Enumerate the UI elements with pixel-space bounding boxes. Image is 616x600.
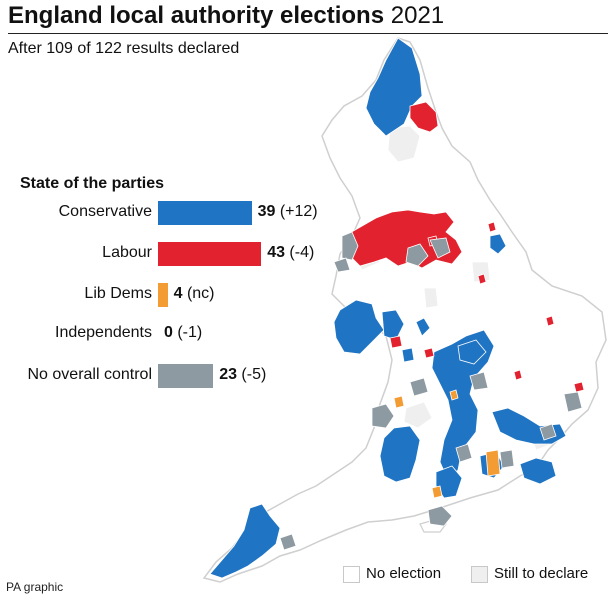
labour-areas [345, 101, 585, 393]
legend-title: State of the parties [20, 175, 165, 192]
bar-change: (-5) [236, 366, 267, 383]
bar-label: Conservative [58, 203, 152, 220]
lib-dems-areas [393, 389, 501, 499]
credit: PA graphic [6, 580, 64, 594]
title-year: 2021 [390, 2, 445, 29]
title-divider [8, 33, 608, 34]
title-main: England local authority elections [8, 2, 385, 29]
bar-value: 23 [219, 366, 237, 383]
bar [158, 283, 168, 307]
bar-value-label: 23 (-5) [219, 366, 266, 384]
bar-value: 39 [257, 203, 276, 220]
bar [158, 242, 262, 266]
bar [158, 201, 252, 225]
still-to-declare-label: Still to declare [494, 565, 589, 582]
bar [158, 364, 214, 388]
bar-change: (nc) [182, 285, 215, 302]
bar-value-label: 0 (-1) [164, 324, 202, 342]
no-overall-control-areas [279, 231, 583, 551]
bar-label: No overall control [27, 366, 153, 383]
conservative-areas [209, 37, 567, 579]
bar-label: Independents [55, 324, 152, 341]
subtitle: After 109 of 122 results declared [8, 40, 240, 57]
bar-value-label: 4 (nc) [174, 285, 215, 303]
bar-value: 4 [173, 285, 183, 302]
bar-change: (-4) [284, 244, 315, 261]
still-to-declare-swatch [471, 566, 488, 583]
bar-change: (-1) [172, 324, 203, 341]
bar-label: Lib Dems [84, 285, 152, 302]
bar-label: Labour [102, 244, 152, 261]
bar-change: (+12) [275, 203, 318, 220]
bar-value-label: 39 (+12) [258, 203, 318, 221]
page-title: England local authority elections 2021 [8, 2, 444, 30]
bar-value: 0 [164, 324, 173, 341]
bar-value-label: 43 (-4) [267, 244, 314, 262]
no-election-label: No election [366, 565, 442, 582]
bar-value: 43 [267, 244, 285, 261]
no-election-swatch [343, 566, 360, 583]
